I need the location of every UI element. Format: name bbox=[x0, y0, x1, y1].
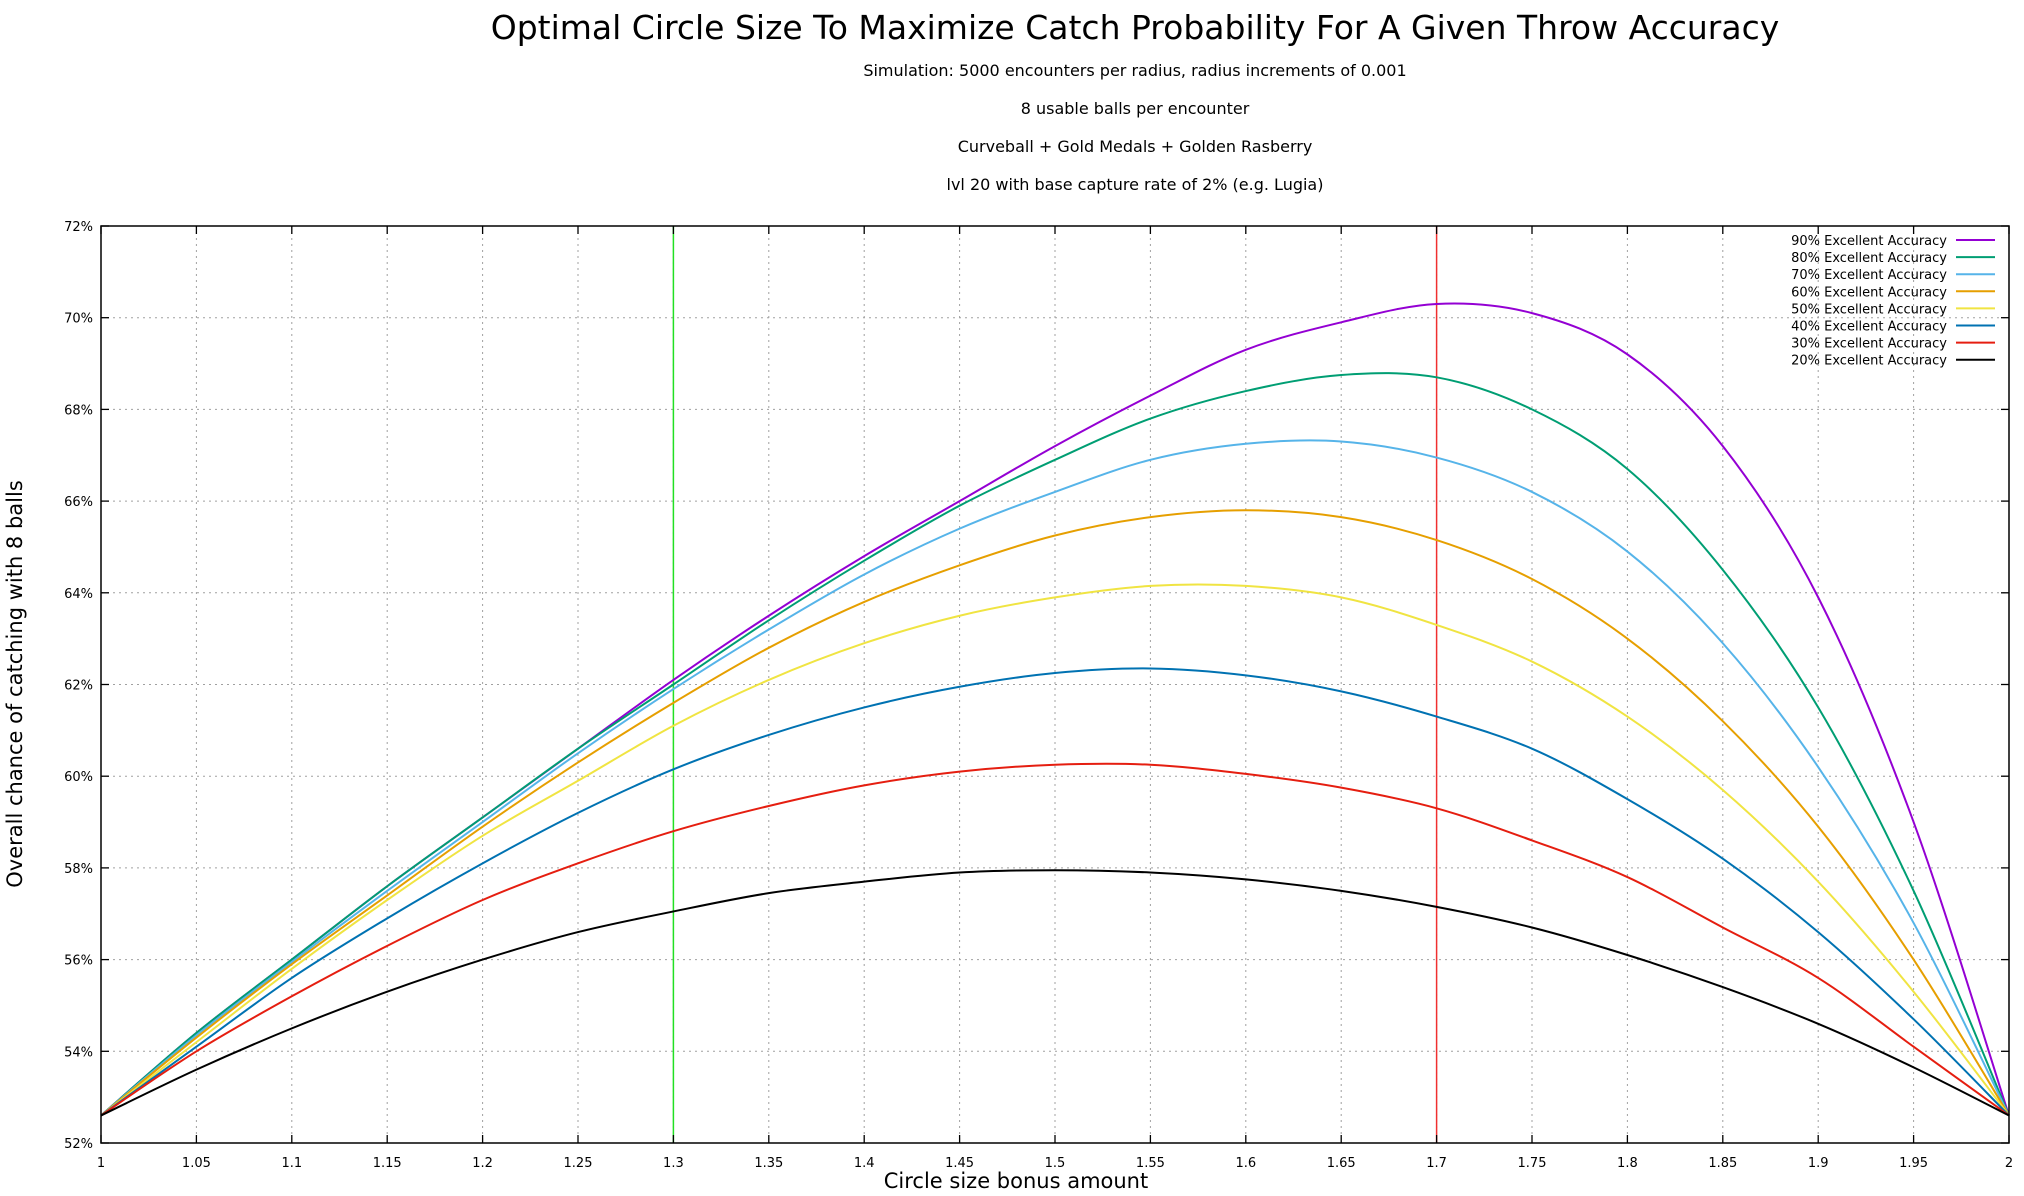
chart-subtitle-2: 8 usable balls per encounter bbox=[1021, 99, 1250, 118]
y-tick-label: 56% bbox=[64, 954, 93, 969]
x-tick-label: 1.25 bbox=[564, 1156, 593, 1171]
x-tick-label: 1.1 bbox=[281, 1156, 302, 1171]
y-tick-label: 54% bbox=[64, 1045, 93, 1060]
x-tick-label: 1.45 bbox=[945, 1156, 974, 1171]
series-line-80pct bbox=[100, 372, 2010, 1117]
x-tick-label: 1.2 bbox=[472, 1156, 493, 1171]
y-tick-label: 70% bbox=[64, 312, 93, 327]
y-axis-label: Overall chance of catching with 8 balls bbox=[3, 480, 27, 888]
x-tick-label: 1.6 bbox=[1235, 1156, 1256, 1171]
grid bbox=[101, 226, 2009, 1143]
y-tick-label: 64% bbox=[64, 587, 93, 602]
legend-label: 50% Excellent Accuracy bbox=[1791, 302, 1947, 317]
x-tick-label: 1.95 bbox=[1899, 1156, 1928, 1171]
x-tick-label: 1.15 bbox=[373, 1156, 402, 1171]
y-tick-label: 60% bbox=[64, 770, 93, 785]
x-tick-label: 1.7 bbox=[1426, 1156, 1447, 1171]
x-axis-label: Circle size bonus amount bbox=[884, 1169, 1148, 1192]
chart-title: Optimal Circle Size To Maximize Catch Pr… bbox=[491, 8, 1780, 47]
y-tick-label: 52% bbox=[64, 1137, 93, 1152]
axis-ticks: 1 1.05 1.1 1.15 1.2 1.25 1.3 1.35 1.4 1.45 1.5 1.55… bbox=[64, 220, 2013, 1171]
legend-label: 90% Excellent Accuracy bbox=[1791, 234, 1947, 249]
chart-subtitle-1: Simulation: 5000 encounters per radius, … bbox=[863, 61, 1406, 80]
x-tick-label: 2 bbox=[2005, 1156, 2013, 1171]
legend-label: 70% Excellent Accuracy bbox=[1791, 268, 1947, 283]
legend: 90% Excellent Accuracy 80% Excellent Accu… bbox=[1791, 234, 1995, 369]
x-tick-label: 1.5 bbox=[1045, 1156, 1066, 1171]
x-tick-label: 1.4 bbox=[854, 1156, 875, 1171]
x-tick-label: 1.65 bbox=[1327, 1156, 1356, 1171]
x-tick-label: 1.9 bbox=[1808, 1156, 1829, 1171]
x-tick-label: 1.55 bbox=[1136, 1156, 1165, 1171]
series-line-50pct bbox=[100, 583, 2010, 1117]
y-tick-label: 58% bbox=[64, 862, 93, 877]
y-tick-label: 66% bbox=[64, 495, 93, 510]
x-tick-label: 1.35 bbox=[754, 1156, 783, 1171]
x-tick-label: 1 bbox=[97, 1156, 105, 1171]
x-tick-label: 1.3 bbox=[663, 1156, 684, 1171]
x-tick-label: 1.85 bbox=[1708, 1156, 1737, 1171]
y-tick-label: 68% bbox=[64, 403, 93, 418]
x-tick-label: 1.8 bbox=[1617, 1156, 1638, 1171]
series-line-30pct bbox=[100, 762, 2010, 1117]
series-lines bbox=[100, 302, 2010, 1117]
legend-label: 60% Excellent Accuracy bbox=[1791, 285, 1947, 300]
series-line-60pct bbox=[100, 509, 2010, 1117]
chart-subtitle-4: lvl 20 with base capture rate of 2% (e.g… bbox=[947, 175, 1324, 194]
series-line-20pct bbox=[100, 869, 2010, 1117]
legend-label: 40% Excellent Accuracy bbox=[1791, 320, 1947, 335]
y-tick-label: 72% bbox=[64, 220, 93, 235]
y-tick-label: 62% bbox=[64, 679, 93, 694]
legend-label: 20% Excellent Accuracy bbox=[1791, 354, 1947, 369]
chart-subtitle-3: Curveball + Gold Medals + Golden Rasberr… bbox=[958, 137, 1313, 156]
x-tick-label: 1.05 bbox=[182, 1156, 211, 1171]
legend-label: 30% Excellent Accuracy bbox=[1791, 337, 1947, 352]
series-line-70pct bbox=[100, 439, 2010, 1117]
legend-label: 80% Excellent Accuracy bbox=[1791, 251, 1947, 266]
x-tick-label: 1.75 bbox=[1518, 1156, 1547, 1171]
series-line-40pct bbox=[100, 667, 2010, 1117]
